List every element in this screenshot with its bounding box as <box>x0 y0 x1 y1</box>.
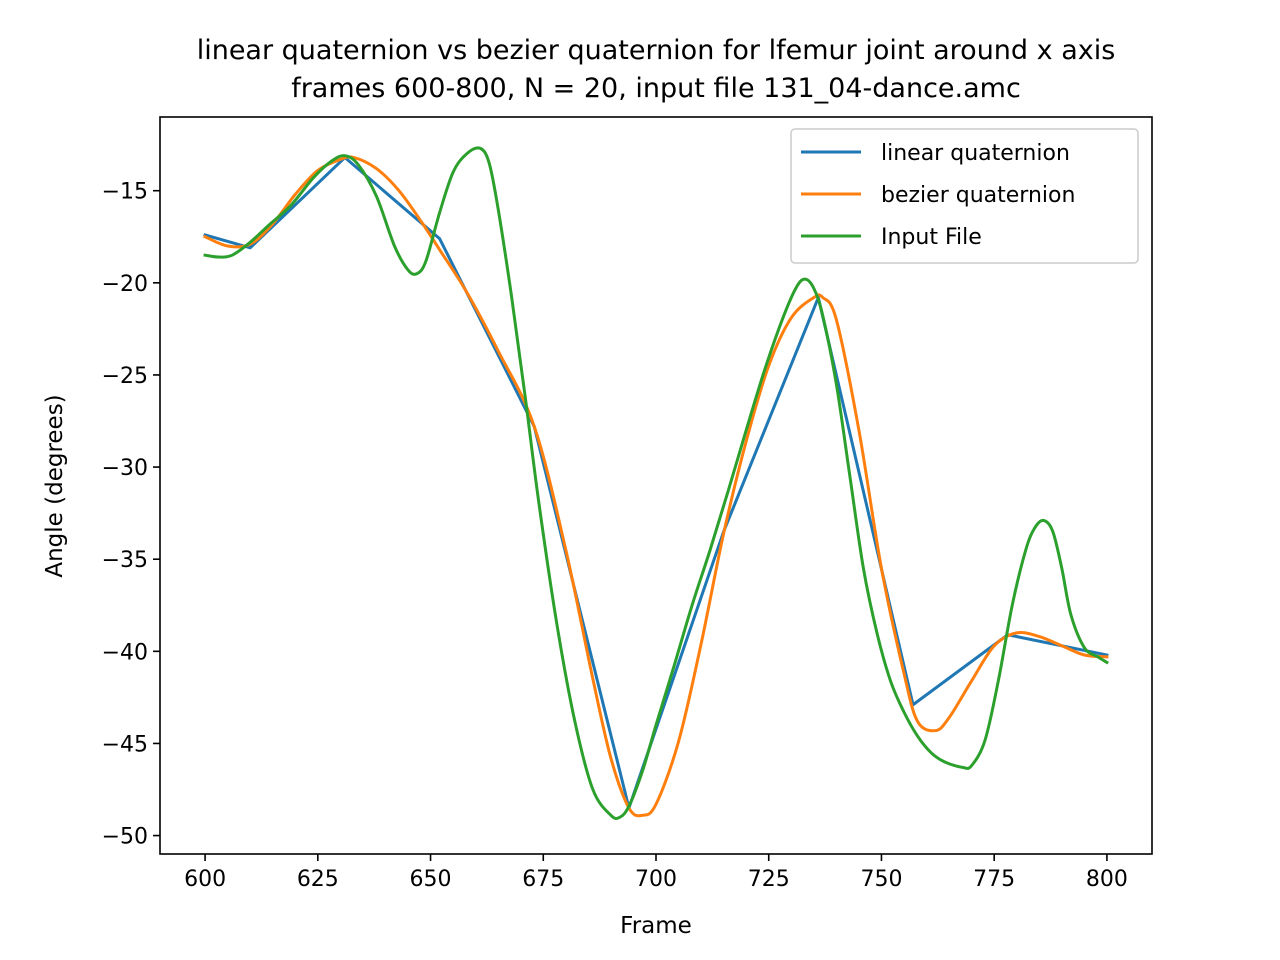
y-tick-label: −15 <box>102 180 148 205</box>
series-layer <box>203 146 1109 821</box>
y-tick-label: −40 <box>102 640 148 665</box>
x-axis-label: Frame <box>620 913 692 939</box>
x-tick-label: 725 <box>748 867 790 892</box>
x-tick-label: 650 <box>410 867 452 892</box>
y-tick-label: −25 <box>102 364 148 389</box>
legend-label-linear-quaternion: linear quaternion <box>881 141 1070 166</box>
y-tick-label: −50 <box>102 825 148 850</box>
y-axis-label: Angle (degrees) <box>42 394 68 577</box>
chart-title: linear quaternion vs bezier quaternion f… <box>197 35 1116 66</box>
y-axis: −15 −20 −25 −30 −35 −40 −45 −50 <box>102 180 160 850</box>
chart-subtitle: frames 600-800, N = 20, input file 131_0… <box>291 73 1021 104</box>
legend-label-bezier-quaternion: bezier quaternion <box>881 183 1075 208</box>
x-tick-label: 775 <box>973 867 1015 892</box>
x-axis: 600 625 650 675 700 725 750 775 800 <box>184 854 1128 892</box>
x-tick-label: 600 <box>184 867 226 892</box>
y-tick-label: −35 <box>102 548 148 573</box>
x-tick-label: 700 <box>635 867 677 892</box>
series-input-file <box>203 146 1109 821</box>
x-tick-label: 800 <box>1086 867 1128 892</box>
x-tick-label: 750 <box>860 867 902 892</box>
y-tick-label: −45 <box>102 732 148 757</box>
y-tick-label: −20 <box>102 272 148 297</box>
legend-label-input-file: Input File <box>881 225 982 250</box>
y-tick-label: −30 <box>102 456 148 481</box>
legend-box <box>790 128 1139 264</box>
series-bezier-quaternion <box>203 155 1109 818</box>
x-tick-label: 625 <box>297 867 339 892</box>
x-tick-label: 675 <box>522 867 564 892</box>
legend: linear quaternion bezier quaternion Inpu… <box>790 128 1139 264</box>
